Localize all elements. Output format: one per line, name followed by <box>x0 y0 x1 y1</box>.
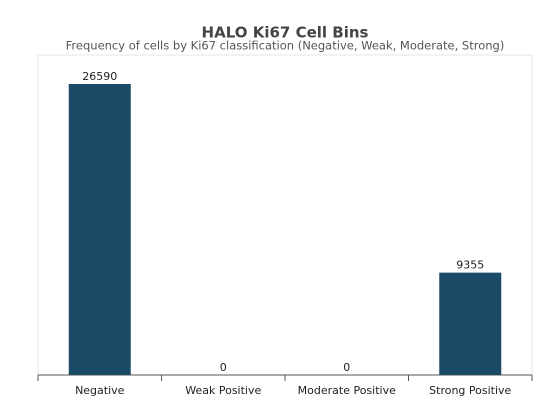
x-tick-label: Negative <box>75 384 125 397</box>
value-label: 0 <box>220 361 227 374</box>
x-tick-label: Weak Positive <box>185 384 261 397</box>
x-tick-label: Moderate Positive <box>298 384 396 397</box>
value-label: 9355 <box>456 259 484 272</box>
value-label: 0 <box>343 361 350 374</box>
value-label: 26590 <box>82 70 117 83</box>
bar <box>439 272 502 375</box>
bar <box>68 84 131 375</box>
x-tick-label: Strong Positive <box>429 384 511 397</box>
chart-title: HALO Ki67 Cell Bins <box>202 24 369 42</box>
chart-subtitle: Frequency of cells by Ki67 classificatio… <box>66 39 505 53</box>
